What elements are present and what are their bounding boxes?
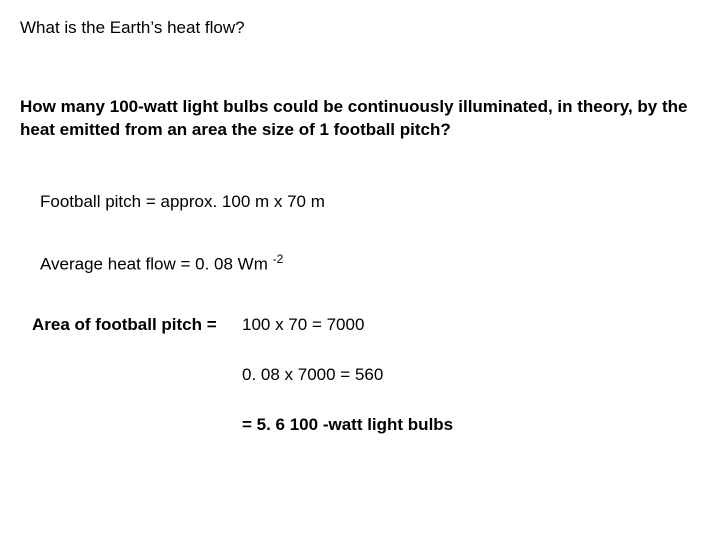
slide: What is the Earth’s heat flow? How many … [0, 0, 720, 540]
calc-area-row: Area of football pitch = 100 x 70 = 7000 [20, 315, 700, 335]
area-label: Area of football pitch = [32, 315, 242, 335]
flow-value: 0. 08 x 7000 = 560 [242, 365, 383, 385]
area-value: 100 x 70 = 7000 [242, 315, 364, 335]
indent-spacer [20, 415, 242, 435]
given-pitch: Football pitch = approx. 100 m x 70 m [40, 192, 700, 212]
heatflow-text: Average heat flow = 0. 08 Wm [40, 255, 273, 274]
indent-spacer [20, 365, 242, 385]
result-value: = 5. 6 100 -watt light bulbs [242, 415, 453, 435]
calc-result-row: = 5. 6 100 -watt light bulbs [20, 415, 700, 435]
given-heatflow: Average heat flow = 0. 08 Wm -2 [40, 252, 700, 275]
slide-title: What is the Earth’s heat flow? [20, 18, 700, 38]
question-text: How many 100-watt light bulbs could be c… [20, 96, 700, 142]
calc-flow-row: 0. 08 x 7000 = 560 [20, 365, 700, 385]
heatflow-exponent: -2 [273, 252, 284, 266]
